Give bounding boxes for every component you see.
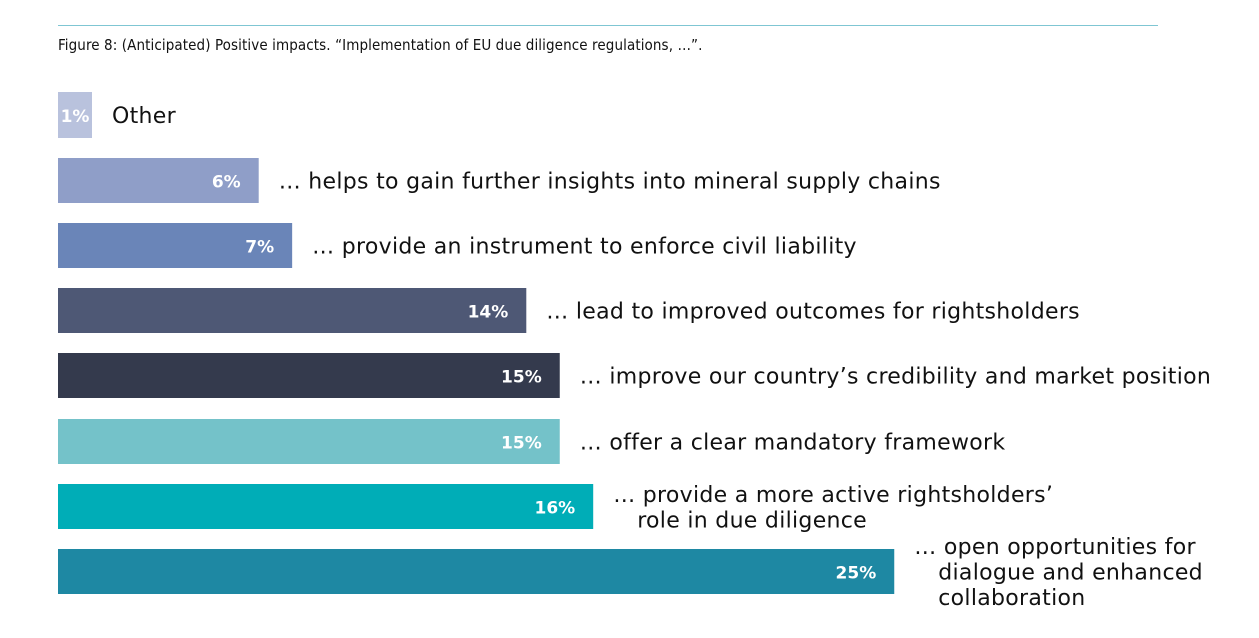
bar-value-label-7: 16% [534,499,575,519]
bar-category-label-1: Other [112,104,177,129]
bar-8 [58,549,895,594]
bar-3 [58,223,293,268]
bar-category-label-3: … provide an instrument to enforce civil… [312,235,857,260]
bar-value-label-4: 14% [468,303,509,323]
bar-category-label-8-line-1: … open opportunities for [914,535,1196,560]
bar-value-label-2: 6% [212,173,241,193]
bar-category-label-5: … improve our country’s credibility and … [580,365,1211,390]
bar-value-label-3: 7% [245,238,274,258]
bar-6 [58,419,560,464]
bar-1 [58,92,92,138]
bar-2 [58,158,259,203]
bar-value-label-5: 15% [501,368,542,388]
bar-value-label-6: 15% [501,434,542,454]
bar-category-label-7-line-1: … provide a more active rightsholders’ [613,483,1053,508]
bar-7 [58,484,594,529]
bar-category-label-2: … helps to gain further insights into mi… [279,170,941,195]
bar-category-label-8-line-2: dialogue and enhanced [938,561,1203,586]
bar-4 [58,288,527,333]
bar-5 [58,353,560,398]
bar-category-label-4: … lead to improved outcomes for rightsho… [546,300,1080,325]
top-rule [58,25,1158,26]
figure-caption: Figure 8: (Anticipated) Positive impacts… [58,36,703,54]
bar-category-label-6: … offer a clear mandatory framework [580,431,1006,456]
bar-value-label-1: 1% [61,107,90,127]
bar-category-label-8-line-3: collaboration [938,586,1085,611]
bar-value-label-8: 25% [836,564,877,584]
bar-category-label-7-line-2: role in due diligence [637,508,867,533]
